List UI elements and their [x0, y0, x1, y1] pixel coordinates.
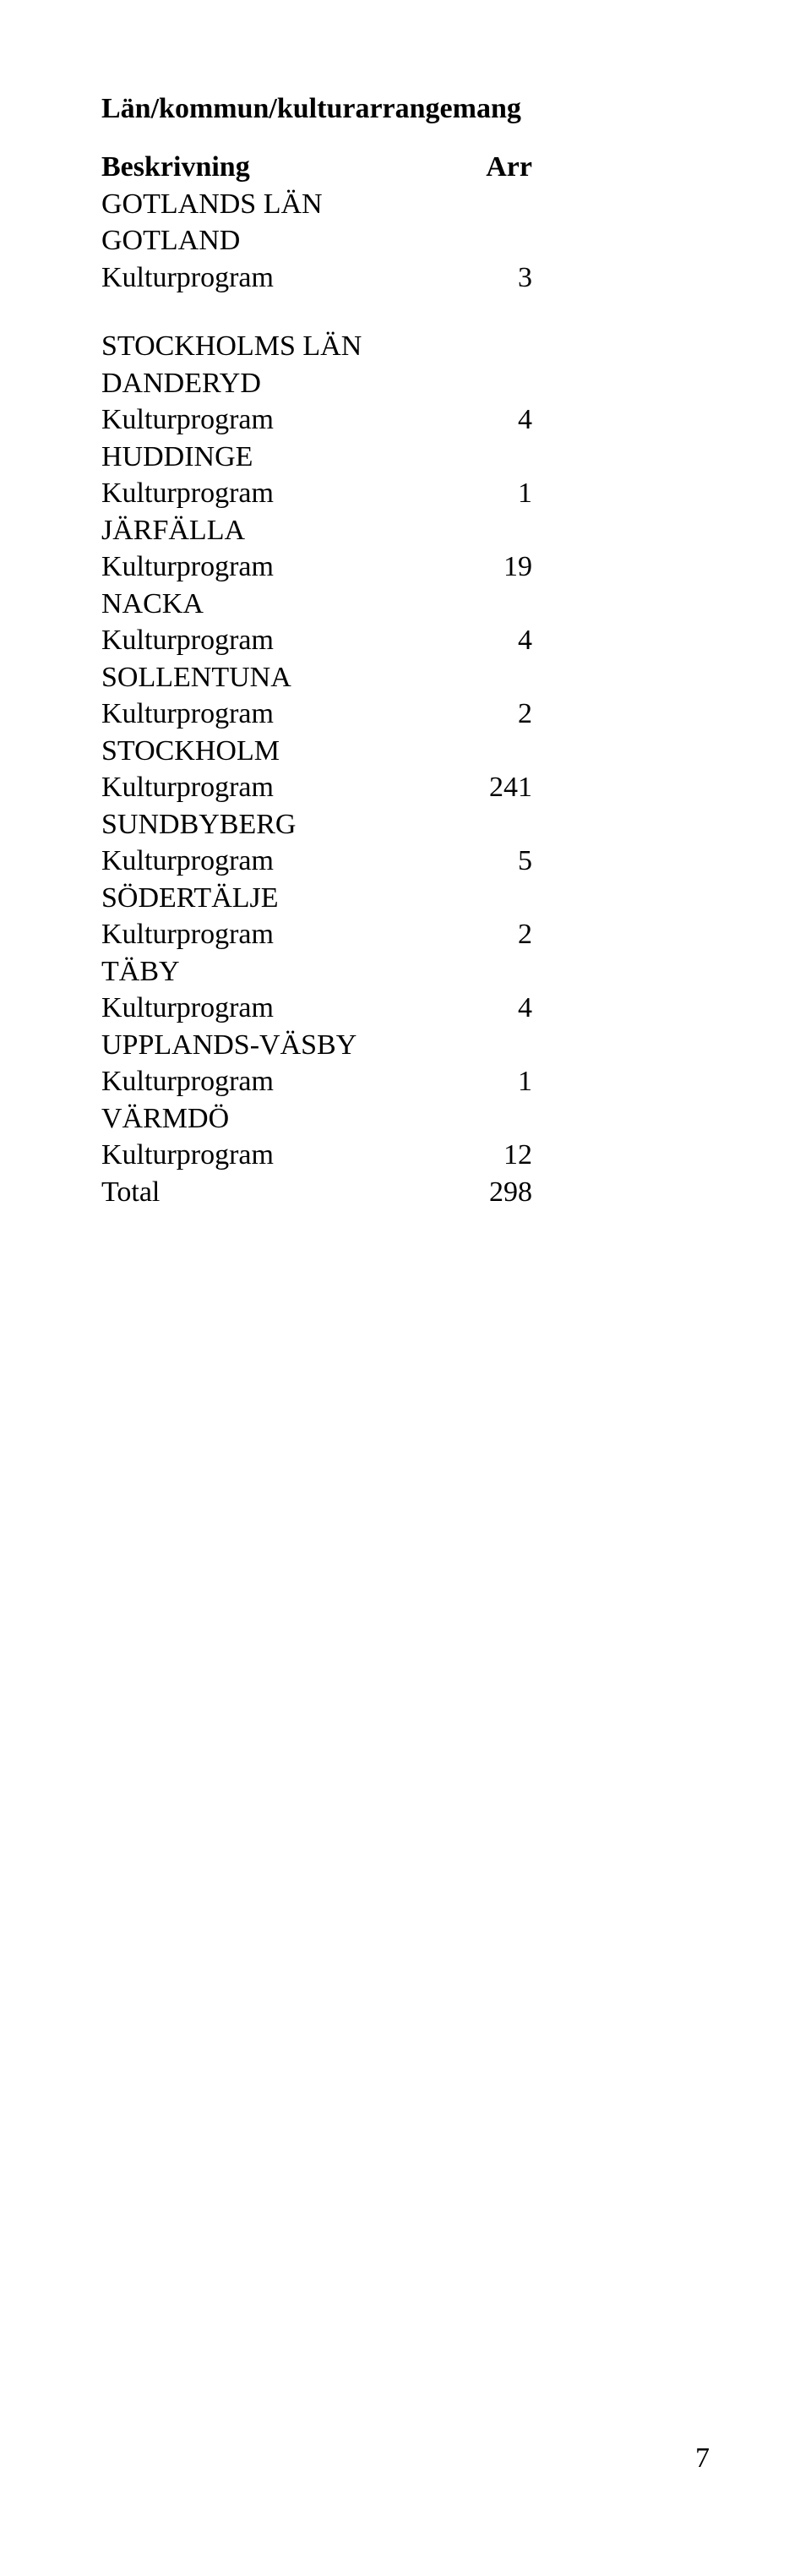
table-row: Total 298: [101, 1174, 532, 1211]
region-row: GOTLANDS LÄN: [101, 186, 532, 223]
row-value: 2: [456, 696, 532, 733]
table-row: JÄRFÄLLA: [101, 512, 532, 549]
table-row: SOLLENTUNA: [101, 659, 532, 696]
row-label: Kulturprogram: [101, 843, 456, 880]
row-label: HUDDINGE: [101, 439, 456, 476]
row-label: VÄRMDÖ: [101, 1100, 456, 1138]
table-row: Kulturprogram 3: [101, 259, 532, 297]
table-row: Kulturprogram 4: [101, 990, 532, 1027]
row-value: 4: [456, 622, 532, 659]
row-label: Kulturprogram: [101, 622, 456, 659]
row-value: 1: [456, 1063, 532, 1100]
row-label: Kulturprogram: [101, 548, 456, 586]
row-value: 241: [456, 769, 532, 806]
table-row: SUNDBYBERG: [101, 806, 532, 843]
row-label: STOCKHOLM: [101, 733, 456, 770]
row-value: 4: [456, 990, 532, 1027]
row-label: Kulturprogram: [101, 696, 456, 733]
header-value: Arr: [456, 149, 532, 186]
row-label: Kulturprogram: [101, 990, 456, 1027]
table-row: Kulturprogram 12: [101, 1137, 532, 1174]
table-row: Kulturprogram 4: [101, 401, 532, 439]
region-label: GOTLANDS LÄN: [101, 186, 456, 223]
row-value: 2: [456, 916, 532, 953]
page: Län/kommun/kulturarrangemang Beskrivning…: [0, 0, 811, 2576]
region-row: STOCKHOLMS LÄN: [101, 328, 532, 365]
row-label: SÖDERTÄLJE: [101, 880, 456, 917]
table-row: STOCKHOLM: [101, 733, 532, 770]
row-value: 1: [456, 475, 532, 512]
table-row: Kulturprogram 241: [101, 769, 532, 806]
table-row: TÄBY: [101, 953, 532, 991]
data-table: Beskrivning Arr GOTLANDS LÄN GOTLAND Kul…: [101, 149, 532, 1210]
row-label: NACKA: [101, 586, 456, 623]
row-label: Kulturprogram: [101, 1137, 456, 1174]
row-value: 12: [456, 1137, 532, 1174]
section-gap: [101, 296, 532, 328]
table-row: HUDDINGE: [101, 439, 532, 476]
row-label: JÄRFÄLLA: [101, 512, 456, 549]
row-label: UPPLANDS-VÄSBY: [101, 1027, 456, 1064]
table-row: DANDERYD: [101, 365, 532, 402]
table-row: NACKA: [101, 586, 532, 623]
page-number: 7: [695, 2442, 710, 2475]
row-label: Kulturprogram: [101, 401, 456, 439]
row-label: Kulturprogram: [101, 769, 456, 806]
table-row: Kulturprogram 4: [101, 622, 532, 659]
row-value: 298: [456, 1174, 532, 1211]
table-row: Kulturprogram 2: [101, 916, 532, 953]
row-label: Kulturprogram: [101, 1063, 456, 1100]
table-row: Kulturprogram 19: [101, 548, 532, 586]
table-row: GOTLAND: [101, 222, 532, 259]
row-value: 19: [456, 548, 532, 586]
row-label: DANDERYD: [101, 365, 456, 402]
table-row: VÄRMDÖ: [101, 1100, 532, 1138]
table-row: Kulturprogram 1: [101, 475, 532, 512]
row-value: 5: [456, 843, 532, 880]
table-row: Kulturprogram 5: [101, 843, 532, 880]
row-value: 4: [456, 401, 532, 439]
header-label: Beskrivning: [101, 149, 456, 186]
table-row: UPPLANDS-VÄSBY: [101, 1027, 532, 1064]
region-label: STOCKHOLMS LÄN: [101, 328, 456, 365]
row-label: Total: [101, 1174, 456, 1211]
row-value: 3: [456, 259, 532, 297]
table-row: Kulturprogram 1: [101, 1063, 532, 1100]
table-header-row: Beskrivning Arr: [101, 149, 532, 186]
row-label: TÄBY: [101, 953, 456, 991]
table-row: Kulturprogram 2: [101, 696, 532, 733]
table-row: SÖDERTÄLJE: [101, 880, 532, 917]
row-label: Kulturprogram: [101, 916, 456, 953]
row-label: GOTLAND: [101, 222, 456, 259]
row-label: Kulturprogram: [101, 475, 456, 512]
page-heading: Län/kommun/kulturarrangemang: [101, 93, 710, 125]
row-label: SUNDBYBERG: [101, 806, 456, 843]
row-label: Kulturprogram: [101, 259, 456, 297]
row-label: SOLLENTUNA: [101, 659, 456, 696]
